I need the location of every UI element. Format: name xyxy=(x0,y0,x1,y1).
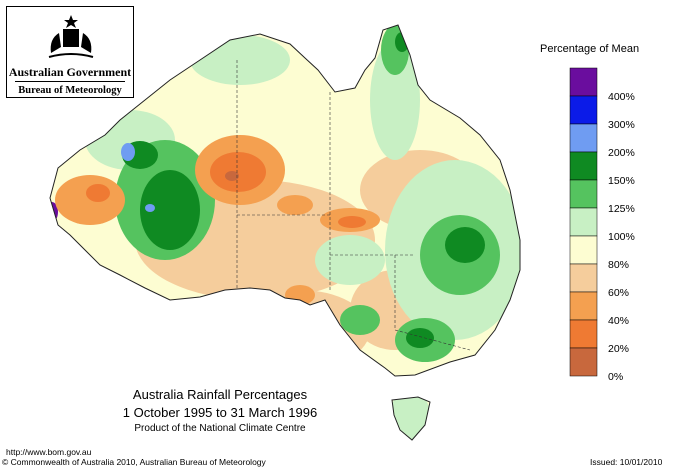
legend-label: 100% xyxy=(608,231,635,243)
map-period: 1 October 1995 to 31 March 1996 xyxy=(122,405,318,420)
legend-swatch xyxy=(569,347,598,377)
legend-swatch xyxy=(569,67,598,97)
legend-label: 125% xyxy=(608,203,635,215)
logo-divider xyxy=(15,81,125,82)
legend-swatch xyxy=(569,95,598,125)
legend-swatch xyxy=(569,179,598,209)
website-link[interactable]: http://www.bom.gov.au xyxy=(6,447,92,457)
legend-swatch xyxy=(569,151,598,181)
state-borders xyxy=(236,60,471,351)
legend-label: 150% xyxy=(608,175,635,187)
legend-swatch xyxy=(569,291,598,321)
copyright-text: © Commonwealth of Australia 2010, Austra… xyxy=(2,457,266,467)
government-label: Australian Government xyxy=(8,65,132,79)
issued-date: Issued: 10/01/2010 xyxy=(590,457,663,467)
legend-label: 300% xyxy=(608,119,635,131)
legend-label: 0% xyxy=(608,371,624,383)
legend-swatch xyxy=(569,263,598,293)
legend-swatch xyxy=(569,319,598,349)
legend-label: 60% xyxy=(608,287,630,299)
legend-swatch xyxy=(569,207,598,237)
legend-title: Percentage of Mean xyxy=(540,43,640,55)
bom-logo: Australian Government Bureau of Meteorol… xyxy=(6,6,134,98)
legend-label: 400% xyxy=(608,91,635,103)
coat-of-arms-icon xyxy=(48,15,94,58)
bureau-label: Bureau of Meteorology xyxy=(18,85,122,96)
legend-swatch xyxy=(569,123,598,153)
map-title: Australia Rainfall Percentages xyxy=(132,387,308,402)
legend-label: 80% xyxy=(608,259,630,271)
map-product: Product of the National Climate Centre xyxy=(134,423,306,434)
legend-swatch xyxy=(569,235,598,265)
legend-swatches xyxy=(569,67,598,377)
legend-label: 200% xyxy=(608,147,635,159)
legend-label: 40% xyxy=(608,315,630,327)
legend-label: 20% xyxy=(608,343,630,355)
